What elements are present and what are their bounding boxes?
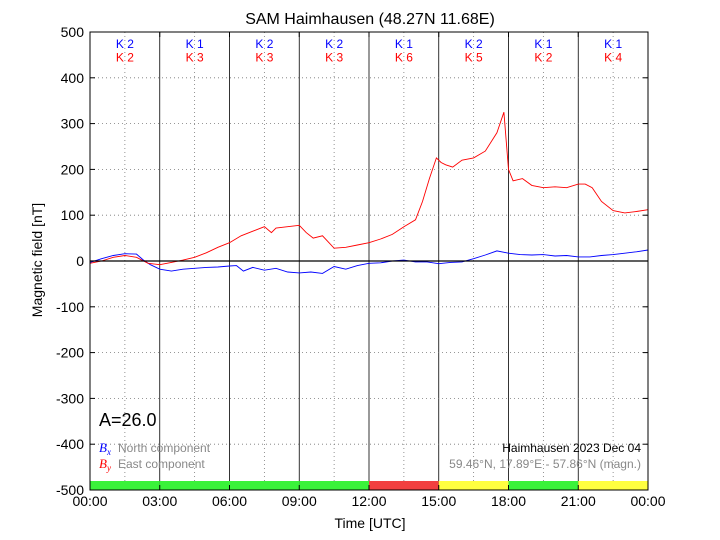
k-index-bx: K 1 (186, 37, 204, 51)
activity-segment (229, 481, 300, 490)
k-index-by: K 2 (534, 50, 552, 64)
x-tick-label: 15:00 (421, 493, 456, 509)
y-tick-label: 500 (61, 24, 85, 40)
series-by-line (89, 112, 649, 266)
k-index-by: K 3 (186, 50, 204, 64)
x-tick-label: 09:00 (282, 493, 317, 509)
y-tick-label: -100 (56, 299, 84, 315)
y-axis-label: Magnetic field [nT] (29, 203, 45, 317)
k-index-bx: K 2 (255, 37, 273, 51)
k-index-bx: K 1 (604, 37, 622, 51)
activity-bar (90, 481, 648, 490)
x-tick-label: 21:00 (561, 493, 596, 509)
y-tick-label: -500 (56, 482, 84, 498)
k-index-by: K 5 (465, 50, 483, 64)
x-tick-label: 06:00 (212, 493, 247, 509)
k-index-bx: K 2 (465, 37, 483, 51)
x-tick-label: 18:00 (491, 493, 526, 509)
station-date-label: Haimhausen 2023 Dec 04 (502, 441, 641, 455)
activity-segment (438, 481, 509, 490)
k-index-by: K 6 (395, 50, 413, 64)
k-index-by: K 2 (116, 50, 134, 64)
y-tick-label: 200 (61, 161, 85, 177)
x-tick-label: 12:00 (351, 493, 386, 509)
activity-segment (578, 481, 648, 490)
y-tick-label: -200 (56, 345, 84, 361)
activity-segment (508, 481, 579, 490)
k-index-row: K 2K 2K 1K 3K 2K 3K 2K 3K 1K 6K 2K 5K 1K… (116, 37, 623, 64)
activity-segment (159, 481, 230, 490)
k-index-bx: K 1 (395, 37, 413, 51)
y-tick-label: 100 (61, 207, 85, 223)
activity-segment (299, 481, 369, 490)
legend-by-text: East component (118, 457, 205, 471)
activity-segment (90, 481, 160, 490)
coordinates-label: 59.46°N, 17.89°E - 57.86°N (magn.) (449, 457, 641, 471)
y-tick-label: 300 (61, 116, 85, 132)
k-index-bx: K 2 (116, 37, 134, 51)
x-tick-label: 00:00 (72, 493, 107, 509)
x-tick-label: 00:00 (630, 493, 665, 509)
k-index-by: K 4 (604, 50, 622, 64)
legend-by-symbol: By (99, 456, 111, 473)
series-bx-line (89, 249, 649, 274)
chart-title: SAM Haimhausen (48.27N 11.68E) (245, 11, 495, 28)
k-index-by: K 3 (325, 50, 343, 64)
legend-bx-symbol: Bx (99, 440, 111, 457)
k-index-bx: K 2 (325, 37, 343, 51)
y-tick-label: 400 (61, 70, 85, 86)
x-tick-label: 03:00 (142, 493, 177, 509)
k-index-bx: K 1 (534, 37, 552, 51)
y-tick-label: -400 (56, 436, 84, 452)
axis-ticks: -500 -400 -300 -200 -100 0 100 200 300 400 500 00:0… (56, 24, 666, 509)
x-axis-label: Time [UTC] (334, 515, 405, 531)
series-lines (89, 112, 649, 274)
legend-bx-text: North component (118, 441, 211, 455)
a-index-label: A=26.0 (99, 410, 157, 430)
activity-segment (369, 481, 439, 490)
k-index-by: K 3 (255, 50, 273, 64)
y-tick-label: -300 (56, 390, 84, 406)
y-tick-label: 0 (76, 253, 84, 269)
